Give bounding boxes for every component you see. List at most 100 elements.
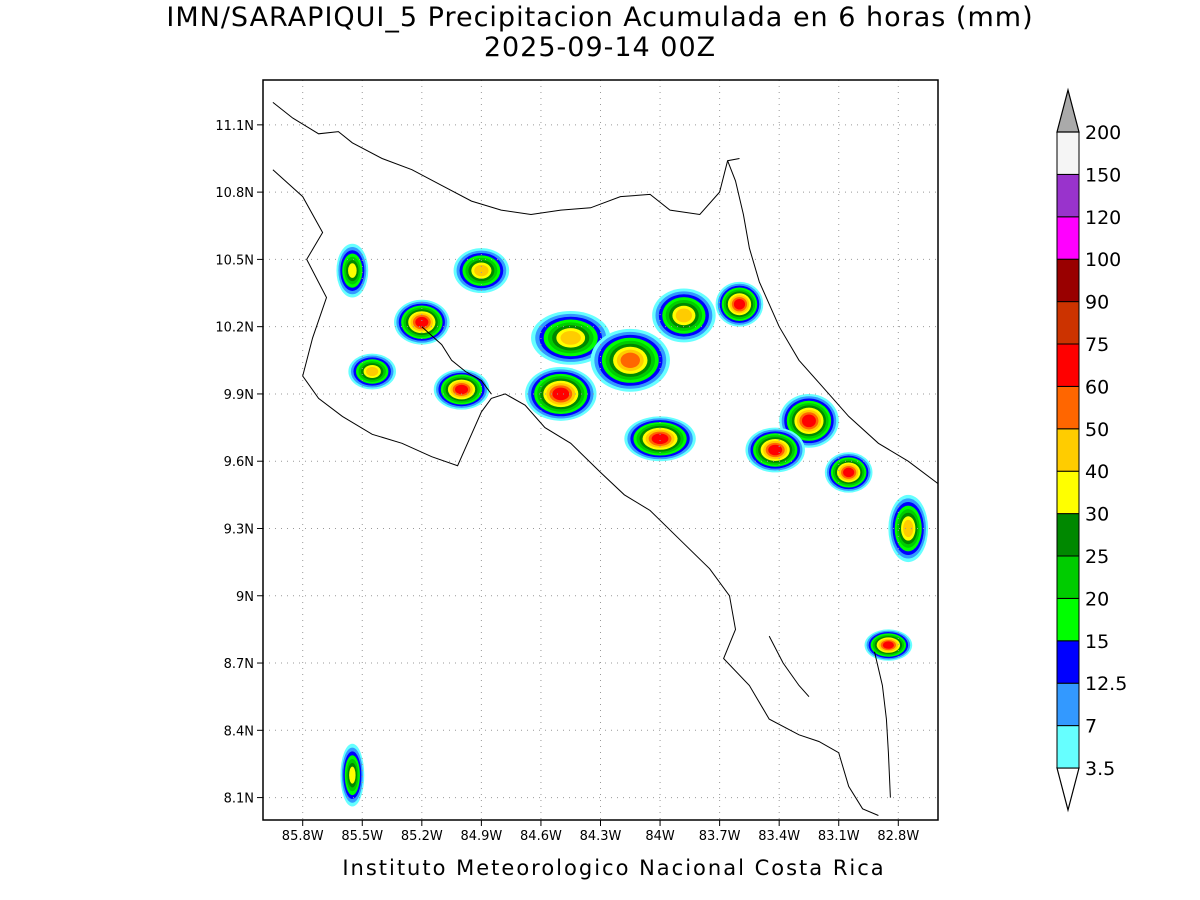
precip-contour <box>552 387 570 401</box>
precip-contour <box>903 519 914 538</box>
coastline <box>874 651 891 798</box>
precip-cell <box>745 427 805 473</box>
precip-contour <box>366 366 379 377</box>
precip-contour <box>474 264 489 277</box>
precip-cell <box>824 452 873 493</box>
colorbar-swatch <box>1056 682 1080 727</box>
colorbar-label: 60 <box>1085 376 1109 398</box>
colorbar-swatch <box>1056 301 1080 345</box>
precip-contour <box>651 433 669 445</box>
y-tick-label: 10.8N <box>215 186 254 201</box>
x-tick-label: 85.8W <box>282 829 324 844</box>
colorbar-swatch <box>1056 385 1080 430</box>
x-tick-label: 83.4W <box>758 829 800 844</box>
colorbar-swatch <box>1056 513 1080 557</box>
precip-contour <box>349 766 356 784</box>
x-tick-label: 85.2W <box>401 829 443 844</box>
colorbar-swatch <box>1056 470 1080 515</box>
map-datetime: 2025-09-14 00Z <box>483 32 717 63</box>
precip-cell <box>715 281 764 327</box>
precip-cell <box>348 353 397 390</box>
coastline <box>272 102 740 216</box>
colorbar-label: 90 <box>1085 292 1109 314</box>
colorbar-swatch <box>1056 131 1080 175</box>
colorbar-swatch <box>1056 343 1080 387</box>
precip-cell <box>888 494 929 563</box>
colorbar-label: 15 <box>1085 631 1109 653</box>
x-tick-label: 83.7W <box>699 829 741 844</box>
colorbar-label: 40 <box>1085 461 1109 483</box>
y-tick-label: 8.1N <box>224 792 254 807</box>
precip-cell <box>590 328 670 392</box>
plot-area <box>263 80 938 820</box>
precip-contour <box>843 467 855 478</box>
precip-contour <box>675 308 693 323</box>
y-tick-label: 11.1N <box>215 119 254 134</box>
coastline <box>421 326 492 395</box>
colorbar-label: 150 <box>1085 164 1121 186</box>
precip-cell <box>531 310 611 365</box>
y-tick-label: 9.3N <box>224 522 254 537</box>
colorbar-label: 12.5 <box>1085 673 1127 695</box>
precip-cell <box>624 416 696 462</box>
colorbar-label: 75 <box>1085 334 1109 356</box>
x-tick-label: 85.5W <box>341 829 383 844</box>
colorbar-label: 20 <box>1085 588 1109 610</box>
map-title: IMN/SARAPIQUI_5 Precipitacion Acumulada … <box>166 2 1034 33</box>
precip-cell <box>779 393 839 448</box>
precip-cell <box>433 369 490 410</box>
colorbar-label: 50 <box>1085 419 1109 441</box>
precip-cell <box>340 743 365 807</box>
colorbar-swatch <box>1056 258 1080 303</box>
footer-credit: Instituto Meteorologico Nacional Costa R… <box>342 856 886 880</box>
colorbar-upper-arrow <box>1056 87 1080 133</box>
y-axis-ticks: 11.1N 10.8N 10.5N 10.2N 9.9N 9.6N 9.3N 9N 8.7N 8.… <box>215 119 263 807</box>
precip-contour <box>733 298 746 310</box>
precip-contour <box>801 414 816 428</box>
x-axis-ticks: 85.8W 85.5W 85.2W 84.9W 84.6W 84.3W 84W 83.7W 83… <box>282 820 919 844</box>
colorbar-label: 3.5 <box>1085 758 1115 780</box>
coastline <box>768 635 810 698</box>
coastline <box>272 169 879 816</box>
colorbar-swatch <box>1056 640 1080 684</box>
y-tick-label: 8.7N <box>224 657 254 672</box>
precip-cell <box>525 367 597 421</box>
x-tick-label: 84W <box>645 829 675 844</box>
colorbar-swatch <box>1056 555 1080 599</box>
colorbar-lower-arrow <box>1056 767 1080 813</box>
colorbar: 3.5 7 12.5 15 20 25 30 40 50 60 75 90 100 120 150 200 <box>1056 87 1127 813</box>
colorbar-swatch <box>1056 597 1080 642</box>
precip-cell <box>453 248 510 294</box>
colorbar-swatch <box>1056 725 1080 769</box>
colorbar-swatch <box>1056 173 1080 218</box>
colorbar-swatch <box>1056 216 1080 260</box>
x-tick-label: 84.9W <box>460 829 502 844</box>
y-tick-label: 10.2N <box>215 321 254 336</box>
colorbar-label: 25 <box>1085 546 1109 568</box>
coastlines <box>272 102 938 816</box>
x-tick-label: 83.1W <box>818 829 860 844</box>
colorbar-label: 120 <box>1085 207 1121 229</box>
y-tick-label: 9.6N <box>224 455 254 470</box>
precip-contour <box>415 316 429 328</box>
x-tick-label: 84.3W <box>580 829 622 844</box>
colorbar-label: 200 <box>1085 122 1121 144</box>
precip-contour <box>620 352 640 368</box>
precip-cell <box>652 288 716 343</box>
precip-contour <box>560 330 581 345</box>
precip-contour <box>882 641 894 649</box>
precip-contour <box>454 384 469 395</box>
colorbar-label: 7 <box>1085 716 1097 738</box>
precip-contour <box>768 444 783 456</box>
x-tick-label: 82.8W <box>877 829 919 844</box>
x-tick-label: 84.6W <box>520 829 562 844</box>
precip-field <box>336 243 929 807</box>
colorbar-swatch <box>1056 428 1080 472</box>
colorbar-label: 100 <box>1085 249 1121 271</box>
precip-cell <box>336 243 369 298</box>
y-tick-label: 9.9N <box>224 388 254 403</box>
colorbar-label: 30 <box>1085 504 1109 526</box>
y-tick-label: 10.5N <box>215 253 254 268</box>
precip-cell <box>394 299 450 345</box>
